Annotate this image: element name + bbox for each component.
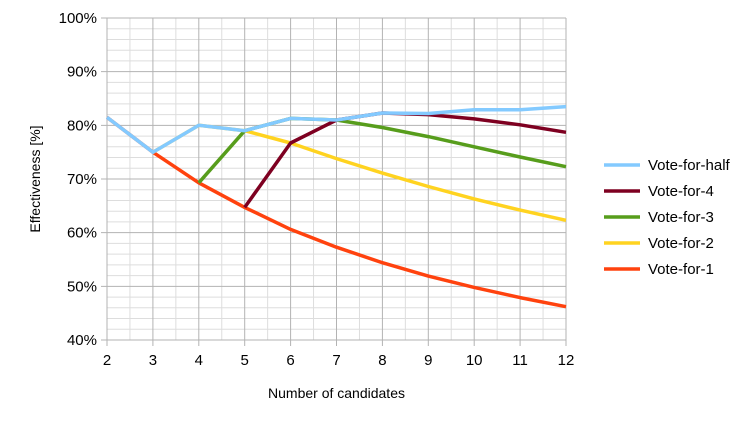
x-tick-label: 6 — [286, 352, 294, 369]
y-axis-tick-labels: 40% 50% 60% 70% 80% 90% 100% — [59, 10, 97, 349]
x-tick-label: 5 — [241, 352, 249, 369]
y-tick-label: 50% — [67, 278, 97, 295]
x-axis-title: Number of candidates — [268, 385, 405, 401]
legend-label: Vote-for-2 — [648, 235, 714, 252]
y-tick-label: 70% — [67, 171, 97, 188]
y-tick-label: 90% — [67, 64, 97, 81]
series-lines — [105, 104, 567, 309]
legend-label: Vote-for-1 — [648, 261, 714, 278]
legend: Vote-for-half Vote-for-4 Vote-for-3 Vote-fo… — [604, 157, 731, 278]
major-gridlines — [101, 17, 567, 346]
x-axis-tick-labels: 2 3 4 5 6 7 8 9 10 11 12 — [103, 352, 575, 369]
series-line-vote-for-half — [105, 104, 567, 154]
y-tick-label: 60% — [67, 225, 97, 242]
x-tick-label: 11 — [512, 352, 528, 369]
x-tick-label: 7 — [332, 352, 340, 369]
x-tick-label: 12 — [558, 352, 575, 369]
y-tick-label: 40% — [67, 332, 97, 349]
legend-label: Vote-for-half — [648, 157, 731, 174]
x-tick-label: 10 — [466, 352, 483, 369]
series-line-vote-for-1 — [105, 115, 567, 309]
y-tick-label: 100% — [59, 10, 97, 27]
x-tick-label: 2 — [103, 352, 111, 369]
y-tick-label: 80% — [67, 117, 97, 134]
x-tick-label: 3 — [149, 352, 157, 369]
x-tick-label: 9 — [424, 352, 432, 369]
x-tick-label: 4 — [195, 352, 203, 369]
legend-label: Vote-for-4 — [648, 183, 714, 200]
x-tick-label: 8 — [378, 352, 386, 369]
legend-label: Vote-for-3 — [648, 209, 714, 226]
y-axis-title: Effectiveness [%] — [27, 125, 43, 232]
